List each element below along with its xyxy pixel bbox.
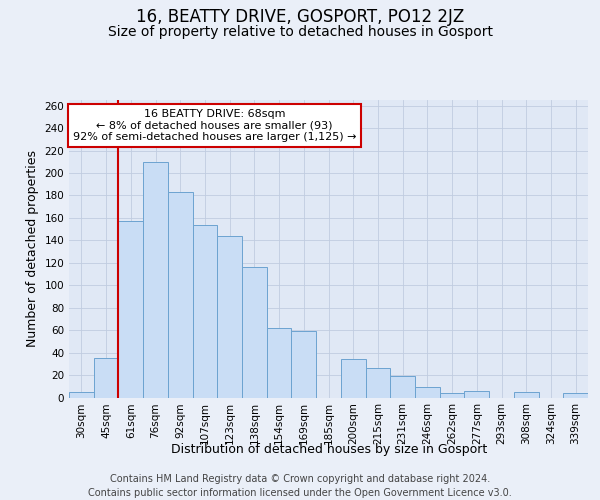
Bar xyxy=(563,393,588,398)
Bar xyxy=(440,393,464,398)
Bar xyxy=(464,391,489,398)
Text: 16 BEATTY DRIVE: 68sqm
← 8% of detached houses are smaller (93)
92% of semi-deta: 16 BEATTY DRIVE: 68sqm ← 8% of detached … xyxy=(73,109,356,142)
Text: Contains HM Land Registry data © Crown copyright and database right 2024.
Contai: Contains HM Land Registry data © Crown c… xyxy=(88,474,512,498)
Text: 16, BEATTY DRIVE, GOSPORT, PO12 2JZ: 16, BEATTY DRIVE, GOSPORT, PO12 2JZ xyxy=(136,8,464,26)
Bar xyxy=(341,360,365,398)
Bar xyxy=(69,392,94,398)
Bar xyxy=(143,162,168,398)
Bar xyxy=(390,376,415,398)
Bar xyxy=(118,221,143,398)
Text: Distribution of detached houses by size in Gosport: Distribution of detached houses by size … xyxy=(170,442,487,456)
Bar xyxy=(168,192,193,398)
Bar xyxy=(292,332,316,398)
Bar xyxy=(267,328,292,398)
Y-axis label: Number of detached properties: Number of detached properties xyxy=(26,150,39,348)
Bar xyxy=(217,236,242,398)
Bar xyxy=(415,388,440,398)
Bar xyxy=(94,358,118,398)
Bar xyxy=(514,392,539,398)
Text: Size of property relative to detached houses in Gosport: Size of property relative to detached ho… xyxy=(107,25,493,39)
Bar xyxy=(365,368,390,398)
Bar xyxy=(193,224,217,398)
Bar xyxy=(242,268,267,398)
